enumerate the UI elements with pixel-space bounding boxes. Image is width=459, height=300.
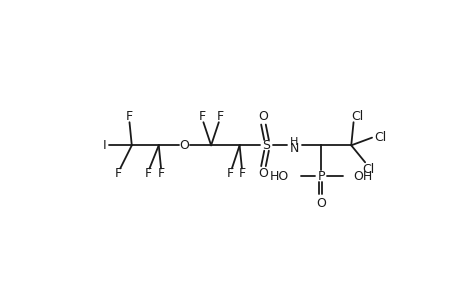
- Text: HO: HO: [269, 169, 288, 183]
- Text: OH: OH: [353, 169, 372, 183]
- Text: Cl: Cl: [374, 131, 386, 144]
- Text: F: F: [216, 110, 224, 123]
- Text: F: F: [144, 167, 151, 180]
- Text: H: H: [290, 137, 298, 147]
- Text: Cl: Cl: [361, 164, 374, 176]
- Text: O: O: [258, 167, 268, 180]
- Text: Cl: Cl: [351, 110, 363, 123]
- Text: F: F: [238, 167, 245, 180]
- Text: F: F: [126, 110, 133, 123]
- Text: O: O: [316, 196, 325, 210]
- Text: F: F: [198, 110, 205, 123]
- Text: F: F: [226, 167, 234, 180]
- Text: N: N: [289, 142, 298, 155]
- Text: F: F: [157, 167, 164, 180]
- Text: O: O: [258, 110, 268, 123]
- Text: P: P: [317, 169, 324, 183]
- Text: F: F: [115, 167, 122, 180]
- Text: I: I: [103, 139, 106, 152]
- Text: O: O: [179, 139, 189, 152]
- Text: S: S: [262, 139, 270, 152]
